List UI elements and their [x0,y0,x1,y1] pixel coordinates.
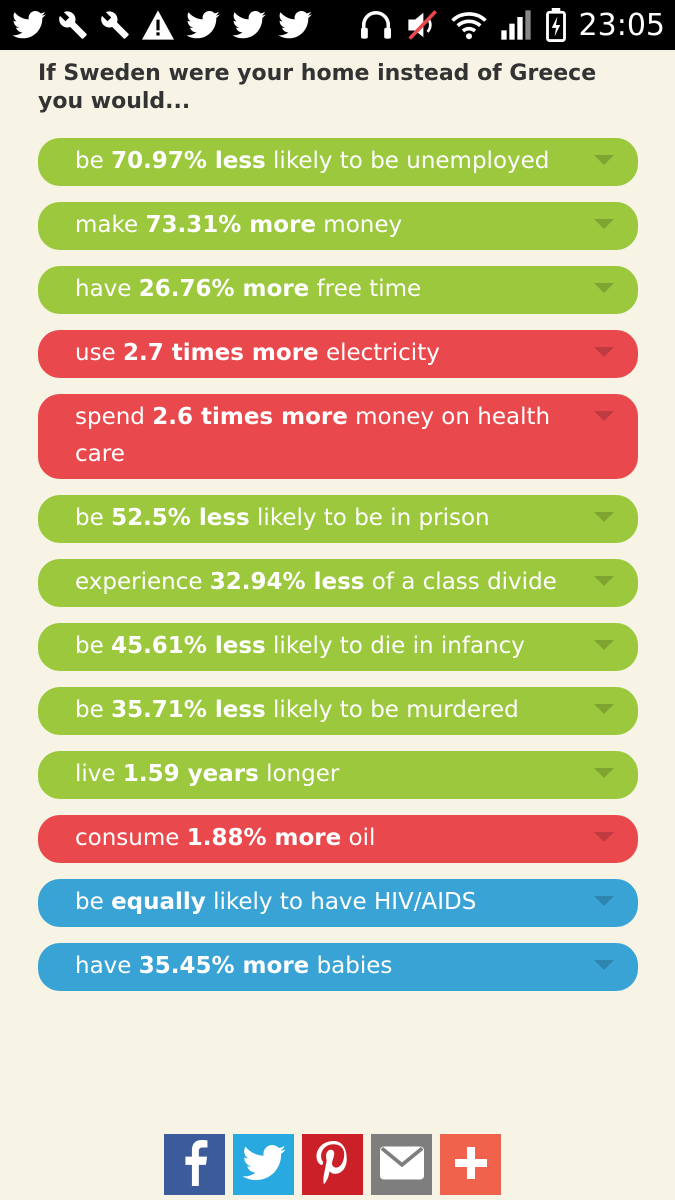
item-text-prefix: be [75,889,112,915]
pinterest-share-button[interactable] [302,1134,363,1195]
item-text-suffix: money on health care [75,404,551,467]
item-value: equally [111,889,206,915]
chevron-down-icon[interactable] [594,219,614,229]
chevron-down-icon[interactable] [594,896,614,906]
pinterest-icon [316,1140,350,1189]
comparison-item[interactable]: spend 2.6 times more money on health car… [38,394,638,479]
item-text-prefix: have [75,276,139,302]
item-text-suffix: money [315,212,403,238]
facebook-share-button[interactable] [164,1134,225,1195]
comparison-item[interactable]: be 35.71% less likely to be murdered [38,687,638,735]
facebook-icon [181,1139,209,1190]
item-value: 35.71% less [111,697,266,723]
twitter-icon [278,11,312,39]
comparison-item[interactable]: have 35.45% more babies [38,943,638,991]
item-text-suffix: likely to have HIV/AIDS [205,889,477,915]
comparison-item[interactable]: be equally likely to have HIV/AIDS [38,879,638,927]
item-text-prefix: use [75,340,124,366]
notification-icons [12,10,324,40]
item-text-suffix: likely to be in prison [249,505,490,531]
item-text-prefix: consume [75,825,187,851]
chevron-down-icon[interactable] [594,704,614,714]
item-value: 26.76% more [138,276,310,302]
item-value: 35.45% more [138,953,310,979]
comparison-item[interactable]: have 26.76% more free time [38,266,638,314]
item-text-suffix: free time [309,276,422,302]
comparison-item[interactable]: use 2.7 times more electricity [38,330,638,378]
item-value: 70.97% less [111,148,266,174]
item-text-prefix: make [75,212,146,238]
twitter-icon [186,11,220,39]
item-text-prefix: be [75,697,112,723]
item-text-suffix: of a class divide [364,569,557,595]
chevron-down-icon[interactable] [594,960,614,970]
email-share-button[interactable] [371,1134,432,1195]
status-bar: 23:05 [0,0,675,50]
comparison-item[interactable]: consume 1.88% more oil [38,815,638,863]
email-icon [379,1146,424,1184]
item-text-prefix: be [75,505,112,531]
item-value: 2.6 times more [152,404,348,430]
item-value: 32.94% less [209,569,365,595]
chevron-down-icon[interactable] [594,640,614,650]
item-text-prefix: be [75,148,112,174]
warning-icon [142,10,174,40]
item-value: 52.5% less [111,505,250,531]
comparison-item[interactable]: make 73.31% more money [38,202,638,250]
item-text-prefix: live [75,761,123,787]
comparison-item[interactable]: be 70.97% less likely to be unemployed [38,138,638,186]
comparison-item[interactable]: experience 32.94% less of a class divide [38,559,638,607]
item-text-prefix: be [75,633,112,659]
item-text-suffix: electricity [318,340,440,366]
chevron-down-icon[interactable] [594,768,614,778]
item-text-suffix: likely to be unemployed [265,148,550,174]
item-text-prefix: experience [75,569,210,595]
signal-icon [499,9,533,41]
comparison-list: be 70.97% less likely to be unemployed ma… [38,138,638,1007]
item-value: 73.31% more [145,212,316,238]
wrench-icon [100,10,130,40]
item-value: 1.59 years [122,761,259,787]
plus-icon [454,1146,487,1183]
item-text-prefix: have [75,953,139,979]
item-text-suffix: oil [341,825,376,851]
item-value: 1.88% more [186,825,342,851]
comparison-item[interactable]: be 52.5% less likely to be in prison [38,495,638,543]
chevron-down-icon[interactable] [594,832,614,842]
system-icons: 23:05 [347,8,665,43]
twitter-icon [241,1144,286,1185]
chevron-down-icon[interactable] [594,411,614,421]
page-heading: If Sweden were your home instead of Gree… [38,61,597,114]
twitter-icon [232,11,266,39]
chevron-down-icon[interactable] [594,283,614,293]
chevron-down-icon[interactable] [594,155,614,165]
item-text-suffix: babies [309,953,393,979]
chevron-down-icon[interactable] [594,512,614,522]
share-bar [164,1134,501,1195]
chevron-down-icon[interactable] [594,347,614,357]
item-text-prefix: spend [75,404,153,430]
headphones-icon [359,10,393,40]
more-share-button[interactable] [440,1134,501,1195]
battery-icon [545,8,567,42]
comparison-item[interactable]: be 45.61% less likely to die in infancy [38,623,638,671]
wifi-icon [450,10,487,40]
item-value: 45.61% less [111,633,266,659]
item-text-suffix: likely to die in infancy [265,633,525,659]
item-value: 2.7 times more [123,340,319,366]
mute-icon [405,10,439,40]
twitter-share-button[interactable] [233,1134,294,1195]
wrench-icon [58,10,88,40]
twitter-icon [12,11,46,39]
item-text-suffix: longer [258,761,340,787]
comparison-item[interactable]: live 1.59 years longer [38,751,638,799]
item-text-suffix: likely to be murdered [265,697,519,723]
chevron-down-icon[interactable] [594,576,614,586]
clock-time: 23:05 [578,7,665,43]
